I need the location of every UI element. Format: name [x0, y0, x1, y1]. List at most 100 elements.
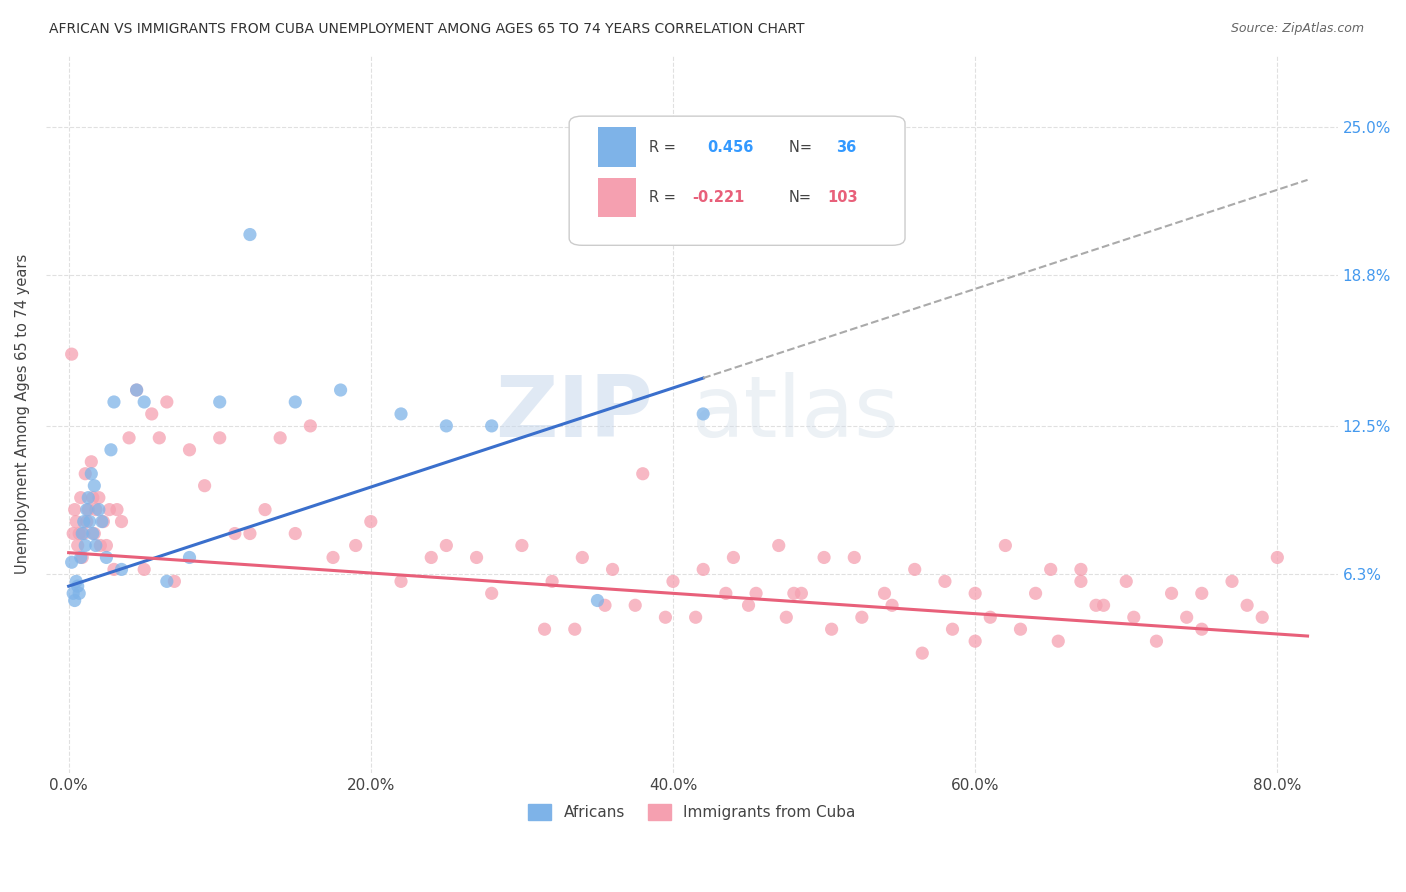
Point — [775, 610, 797, 624]
Text: AFRICAN VS IMMIGRANTS FROM CUBA UNEMPLOYMENT AMONG AGES 65 TO 74 YEARS CORRELATI: AFRICAN VS IMMIGRANTS FROM CUBA UNEMPLOY… — [49, 22, 804, 37]
Point — [322, 550, 344, 565]
Point — [790, 586, 813, 600]
Point — [179, 442, 201, 457]
Point — [63, 593, 86, 607]
Point — [65, 574, 87, 589]
Point — [571, 550, 593, 565]
Point — [63, 502, 86, 516]
Point — [662, 574, 685, 589]
Point — [98, 502, 121, 516]
Point — [737, 599, 759, 613]
Point — [83, 479, 105, 493]
Point — [541, 574, 564, 589]
Point — [254, 502, 277, 516]
Point — [96, 550, 118, 565]
Point — [904, 562, 927, 576]
Point — [77, 491, 100, 505]
Point — [87, 491, 110, 505]
Point — [1025, 586, 1047, 600]
Point — [714, 586, 737, 600]
Point — [65, 515, 87, 529]
Point — [434, 418, 457, 433]
Point — [1191, 586, 1213, 600]
Point — [73, 526, 96, 541]
Point — [1070, 574, 1092, 589]
Point — [103, 395, 125, 409]
Point — [66, 579, 89, 593]
Text: N=: N= — [789, 190, 811, 205]
Point — [269, 431, 291, 445]
Point — [965, 586, 987, 600]
Point — [481, 586, 503, 600]
Point — [1265, 550, 1288, 565]
Point — [73, 515, 96, 529]
Point — [602, 562, 624, 576]
Point — [434, 539, 457, 553]
Point — [1085, 599, 1108, 613]
Point — [1115, 574, 1137, 589]
Point — [1146, 634, 1168, 648]
Point — [82, 526, 104, 541]
Point — [1092, 599, 1115, 613]
Point — [820, 622, 842, 636]
Point — [75, 539, 97, 553]
Point — [208, 431, 231, 445]
Point — [224, 526, 246, 541]
Point — [156, 574, 179, 589]
Point — [1251, 610, 1274, 624]
Point — [880, 599, 903, 613]
Point — [533, 622, 555, 636]
Text: -0.221: -0.221 — [692, 190, 744, 205]
Point — [76, 502, 98, 516]
FancyBboxPatch shape — [598, 128, 637, 167]
Point — [66, 539, 89, 553]
Point — [82, 491, 104, 505]
Point — [1160, 586, 1182, 600]
Point — [96, 539, 118, 553]
Point — [87, 502, 110, 516]
Point — [100, 442, 122, 457]
Text: 36: 36 — [837, 140, 856, 154]
Point — [1191, 622, 1213, 636]
Point — [844, 550, 866, 565]
Point — [360, 515, 382, 529]
Point — [80, 467, 103, 481]
Point — [813, 550, 835, 565]
Point — [1010, 622, 1032, 636]
Text: atlas: atlas — [692, 373, 900, 456]
Point — [994, 539, 1017, 553]
Point — [1039, 562, 1062, 576]
Point — [745, 586, 768, 600]
Point — [723, 550, 745, 565]
Text: Source: ZipAtlas.com: Source: ZipAtlas.com — [1230, 22, 1364, 36]
FancyBboxPatch shape — [569, 116, 905, 245]
Point — [75, 467, 97, 481]
Point — [239, 526, 262, 541]
Point — [586, 593, 609, 607]
Point — [979, 610, 1001, 624]
Point — [284, 395, 307, 409]
Point — [239, 227, 262, 242]
Point — [62, 586, 84, 600]
Point — [69, 491, 91, 505]
Point — [1070, 562, 1092, 576]
Point — [179, 550, 201, 565]
Point — [624, 599, 647, 613]
Point — [692, 407, 714, 421]
Point — [564, 622, 586, 636]
Point — [70, 526, 93, 541]
Point — [873, 586, 896, 600]
Point — [89, 539, 111, 553]
Point — [692, 562, 714, 576]
Point — [69, 550, 91, 565]
Point — [1175, 610, 1198, 624]
Point — [194, 479, 217, 493]
Point — [103, 562, 125, 576]
Point — [593, 599, 616, 613]
Point — [1220, 574, 1243, 589]
Point — [125, 383, 148, 397]
Text: R =: R = — [650, 140, 681, 154]
Point — [93, 515, 115, 529]
Point — [1236, 599, 1258, 613]
Point — [67, 526, 90, 541]
